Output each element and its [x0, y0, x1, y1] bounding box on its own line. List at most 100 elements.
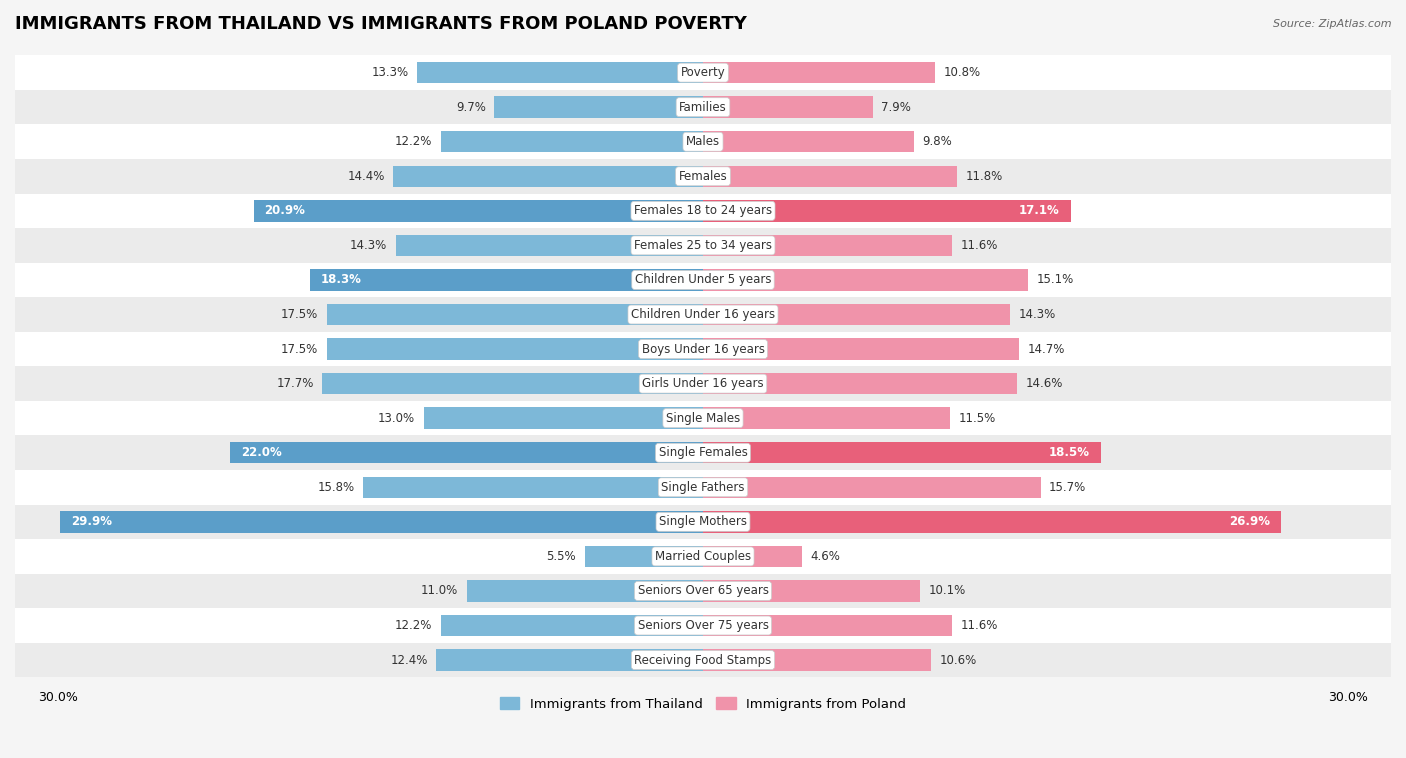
- Text: 7.9%: 7.9%: [882, 101, 911, 114]
- Bar: [0, 366, 1406, 401]
- Text: 14.7%: 14.7%: [1028, 343, 1064, 356]
- Bar: [0, 159, 1406, 193]
- Text: Females 25 to 34 years: Females 25 to 34 years: [634, 239, 772, 252]
- Bar: [0, 608, 1406, 643]
- Bar: [703, 650, 931, 671]
- Bar: [703, 200, 1070, 221]
- Text: 18.3%: 18.3%: [321, 274, 361, 287]
- Text: 20.9%: 20.9%: [264, 205, 305, 218]
- Bar: [326, 304, 703, 325]
- Bar: [436, 650, 703, 671]
- Bar: [326, 338, 703, 360]
- Text: Girls Under 16 years: Girls Under 16 years: [643, 377, 763, 390]
- Text: Single Males: Single Males: [666, 412, 740, 424]
- Text: 15.7%: 15.7%: [1049, 481, 1087, 493]
- Bar: [0, 435, 1406, 470]
- Bar: [0, 124, 1406, 159]
- Bar: [495, 96, 703, 118]
- Bar: [60, 511, 703, 533]
- Bar: [703, 304, 1011, 325]
- Text: 11.5%: 11.5%: [959, 412, 995, 424]
- Text: 22.0%: 22.0%: [240, 446, 281, 459]
- Text: 14.3%: 14.3%: [1019, 308, 1056, 321]
- Bar: [309, 269, 703, 290]
- Text: 9.8%: 9.8%: [922, 135, 952, 149]
- Text: 13.0%: 13.0%: [378, 412, 415, 424]
- Text: 17.7%: 17.7%: [277, 377, 314, 390]
- Bar: [418, 62, 703, 83]
- Text: 17.5%: 17.5%: [281, 308, 318, 321]
- Text: 11.0%: 11.0%: [420, 584, 458, 597]
- Bar: [703, 235, 952, 256]
- Text: 12.4%: 12.4%: [391, 653, 427, 666]
- Text: 9.7%: 9.7%: [456, 101, 486, 114]
- Text: 17.1%: 17.1%: [1019, 205, 1060, 218]
- Text: 14.3%: 14.3%: [350, 239, 387, 252]
- Bar: [394, 165, 703, 187]
- Text: Boys Under 16 years: Boys Under 16 years: [641, 343, 765, 356]
- Text: Seniors Over 75 years: Seniors Over 75 years: [637, 619, 769, 632]
- Text: Single Mothers: Single Mothers: [659, 515, 747, 528]
- Bar: [0, 228, 1406, 263]
- Text: 29.9%: 29.9%: [70, 515, 112, 528]
- Bar: [0, 332, 1406, 366]
- Bar: [0, 574, 1406, 608]
- Bar: [703, 165, 956, 187]
- Bar: [253, 200, 703, 221]
- Text: 14.6%: 14.6%: [1025, 377, 1063, 390]
- Text: 12.2%: 12.2%: [395, 135, 432, 149]
- Text: Single Fathers: Single Fathers: [661, 481, 745, 493]
- Text: 10.6%: 10.6%: [939, 653, 977, 666]
- Text: 17.5%: 17.5%: [281, 343, 318, 356]
- Bar: [0, 401, 1406, 435]
- Bar: [0, 297, 1406, 332]
- Bar: [322, 373, 703, 394]
- Text: 4.6%: 4.6%: [810, 550, 841, 563]
- Text: 12.2%: 12.2%: [395, 619, 432, 632]
- Bar: [231, 442, 703, 463]
- Bar: [423, 408, 703, 429]
- Text: Poverty: Poverty: [681, 66, 725, 79]
- Bar: [703, 96, 873, 118]
- Text: Single Females: Single Females: [658, 446, 748, 459]
- Bar: [0, 505, 1406, 539]
- Bar: [703, 338, 1019, 360]
- Text: 11.6%: 11.6%: [960, 239, 998, 252]
- Text: Females 18 to 24 years: Females 18 to 24 years: [634, 205, 772, 218]
- Bar: [0, 643, 1406, 678]
- Text: 18.5%: 18.5%: [1049, 446, 1090, 459]
- Text: 11.8%: 11.8%: [966, 170, 1002, 183]
- Legend: Immigrants from Thailand, Immigrants from Poland: Immigrants from Thailand, Immigrants fro…: [495, 692, 911, 716]
- Bar: [0, 90, 1406, 124]
- Bar: [703, 546, 801, 567]
- Text: Females: Females: [679, 170, 727, 183]
- Text: 5.5%: 5.5%: [547, 550, 576, 563]
- Bar: [703, 269, 1028, 290]
- Text: Children Under 16 years: Children Under 16 years: [631, 308, 775, 321]
- Text: Seniors Over 65 years: Seniors Over 65 years: [637, 584, 769, 597]
- Text: 10.8%: 10.8%: [943, 66, 981, 79]
- Text: 10.1%: 10.1%: [929, 584, 966, 597]
- Bar: [703, 373, 1017, 394]
- Text: 26.9%: 26.9%: [1230, 515, 1271, 528]
- Text: IMMIGRANTS FROM THAILAND VS IMMIGRANTS FROM POLAND POVERTY: IMMIGRANTS FROM THAILAND VS IMMIGRANTS F…: [15, 15, 747, 33]
- Bar: [0, 470, 1406, 505]
- Text: Receiving Food Stamps: Receiving Food Stamps: [634, 653, 772, 666]
- Text: Married Couples: Married Couples: [655, 550, 751, 563]
- Bar: [0, 55, 1406, 90]
- Bar: [0, 193, 1406, 228]
- Text: Families: Families: [679, 101, 727, 114]
- Bar: [703, 408, 950, 429]
- Bar: [467, 580, 703, 602]
- Bar: [703, 62, 935, 83]
- Text: Males: Males: [686, 135, 720, 149]
- Bar: [440, 615, 703, 636]
- Text: 15.1%: 15.1%: [1036, 274, 1074, 287]
- Bar: [703, 131, 914, 152]
- Bar: [703, 442, 1101, 463]
- Bar: [703, 477, 1040, 498]
- Bar: [585, 546, 703, 567]
- Bar: [395, 235, 703, 256]
- Text: 15.8%: 15.8%: [318, 481, 354, 493]
- Bar: [0, 263, 1406, 297]
